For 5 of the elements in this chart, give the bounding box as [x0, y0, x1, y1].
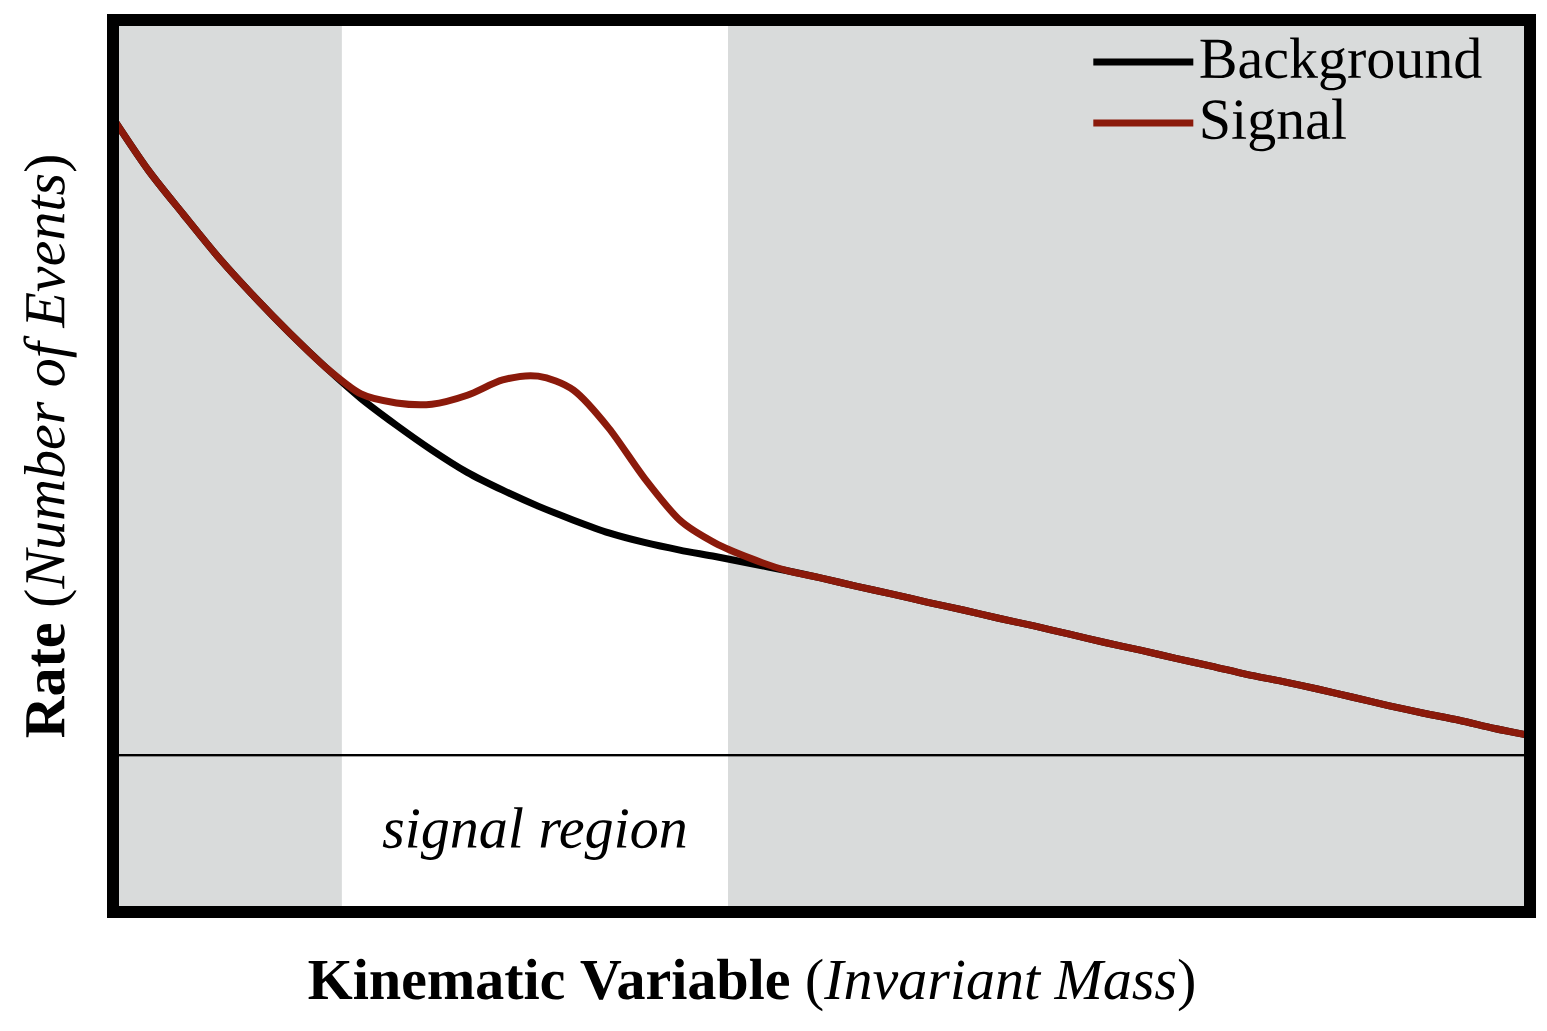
text: signal region	[382, 807, 686, 861]
x-axis-title: Kinematic Variable (Invariant Mass)	[308, 958, 1194, 1012]
legend-label: Signal	[1202, 98, 1346, 152]
y-axis-title: Rate (Number of Events)	[23, 156, 77, 738]
legend-label: Background	[1200, 37, 1482, 91]
